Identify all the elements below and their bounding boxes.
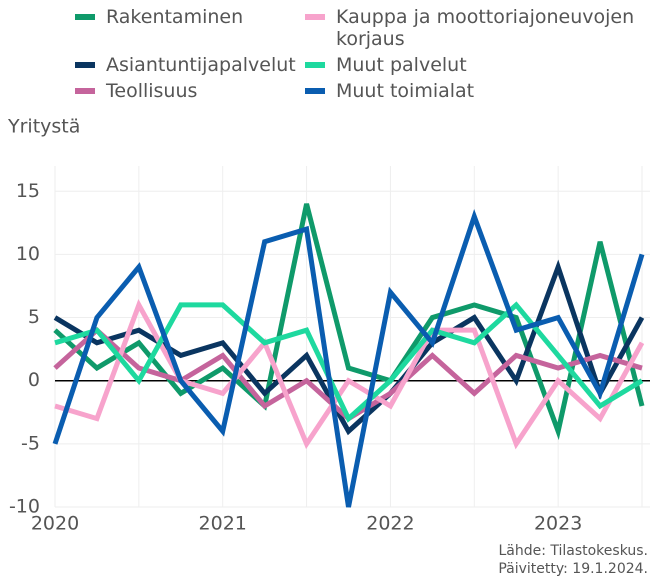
legend-item: Kauppa ja moottoriajoneuvojen korjaus [305, 6, 635, 50]
legend-label: Teollisuus [106, 80, 198, 102]
legend-swatch [75, 14, 95, 20]
y-tick-label: -10 [9, 496, 40, 518]
y-tick-label: 15 [16, 180, 40, 202]
legend-swatch [305, 62, 325, 68]
legend-item: Asiantuntijapalvelut [75, 54, 305, 76]
x-tick-label: 2020 [31, 513, 79, 535]
legend-item: Teollisuus [75, 80, 305, 102]
series-line [54, 298, 645, 450]
y-axis-label: Yritystä [7, 116, 80, 138]
x-tick-label: 2022 [366, 513, 414, 535]
legend-label: Rakentaminen [106, 6, 244, 28]
x-tick-label: 2021 [199, 513, 247, 535]
legend-swatch [75, 62, 95, 68]
y-tick-label: -5 [21, 432, 40, 454]
legend-item: Muut toimialat [305, 80, 635, 102]
legend-item: Rakentaminen [75, 6, 305, 50]
legend-swatch [305, 14, 325, 20]
legend-item: Muut palvelut [305, 54, 635, 76]
updated: Päivitetty: 19.1.2024. [498, 561, 648, 577]
source: Lähde: Tilastokeskus. [498, 543, 648, 559]
legend-swatch [305, 88, 325, 94]
y-tick-label: 5 [28, 306, 40, 328]
legend-label: Asiantuntijapalvelut [106, 54, 296, 76]
series-line [53, 259, 645, 436]
legend-swatch [75, 88, 95, 94]
x-tick-label: 2023 [534, 513, 582, 535]
y-tick-label: 0 [28, 369, 40, 391]
legend-label: Muut toimialat [336, 80, 475, 102]
series-line [52, 208, 645, 508]
series-line [54, 301, 644, 423]
legend-label: Kauppa ja moottoriajoneuvojen korjaus [336, 6, 635, 50]
legend: Rakentaminen Asiantuntijapalvelut Teollisu… [75, 6, 635, 102]
legend-label: Muut palvelut [336, 54, 467, 76]
y-tick-label: 10 [16, 243, 40, 265]
